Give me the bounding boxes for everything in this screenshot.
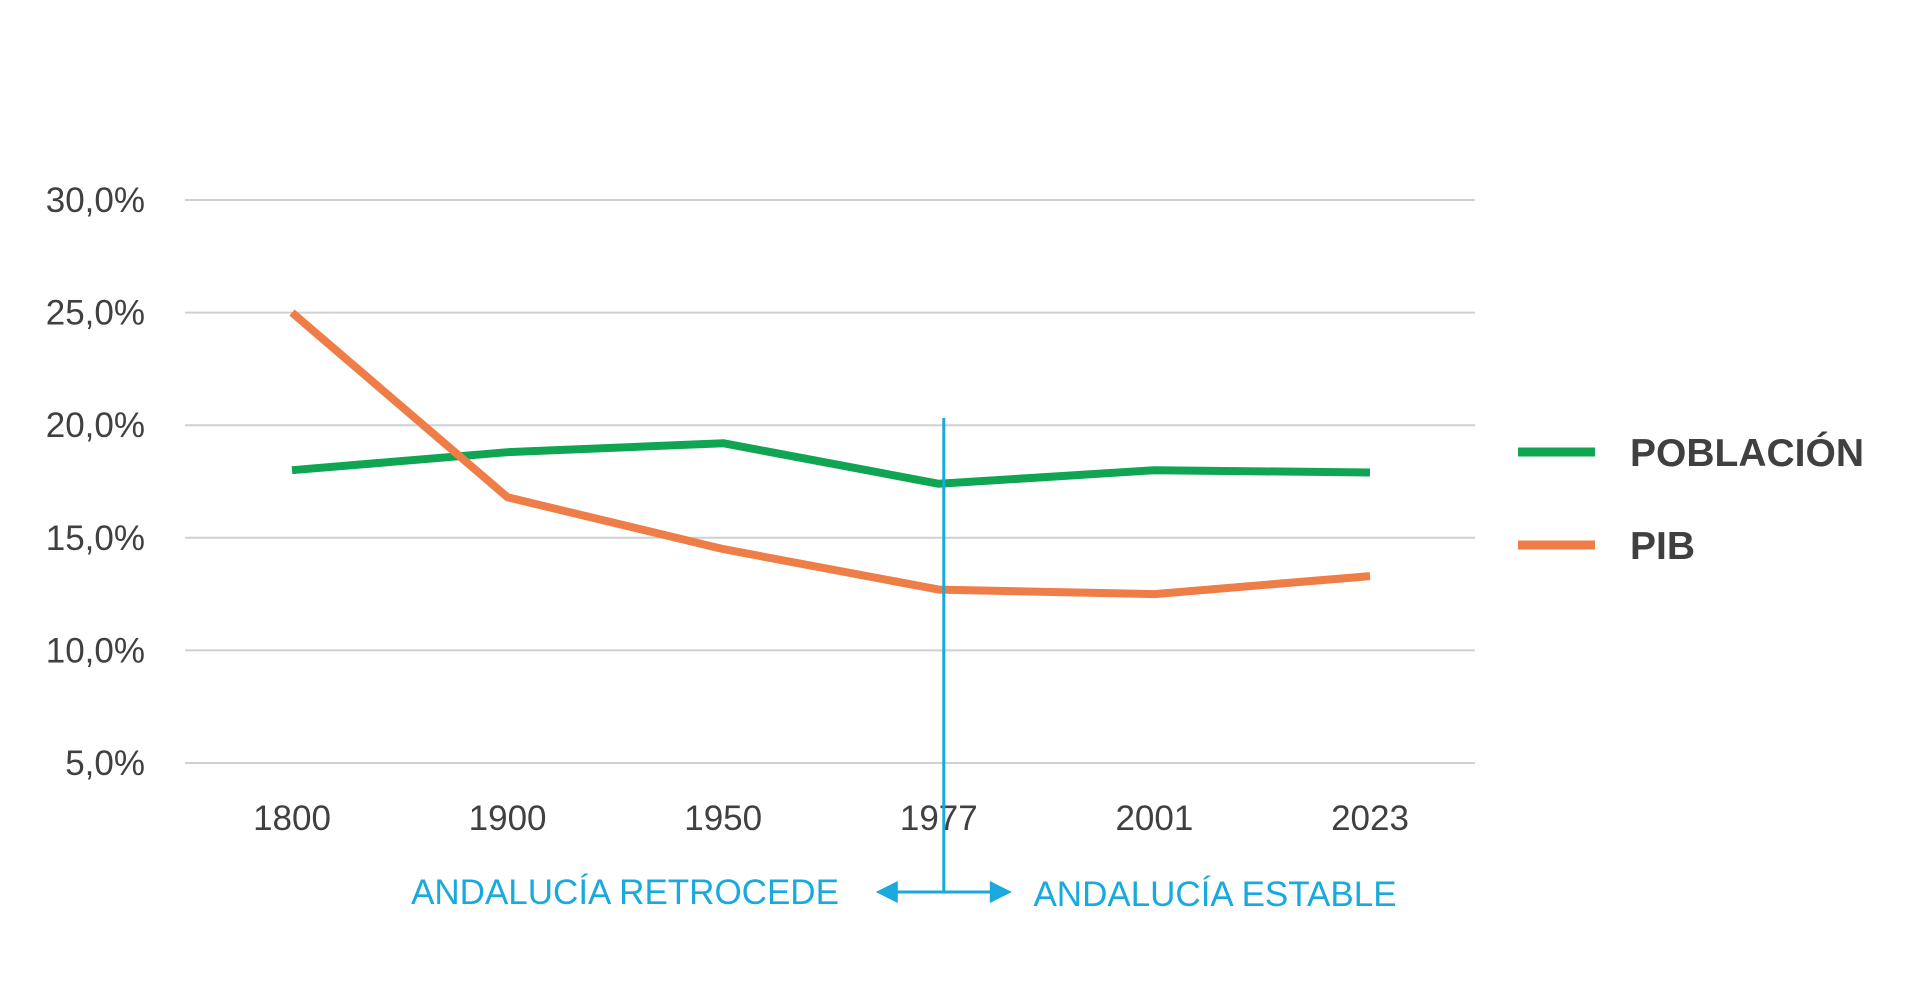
y-tick-label: 30,0% bbox=[46, 181, 145, 220]
x-tick-label: 1900 bbox=[469, 799, 547, 838]
legend-label: POBLACIÓN bbox=[1630, 431, 1864, 475]
divider-arrow-left-head bbox=[875, 881, 898, 903]
x-tick-label: 1800 bbox=[253, 799, 331, 838]
annotation-right-label: ANDALUCÍA ESTABLE bbox=[1033, 875, 1396, 914]
y-tick-label: 25,0% bbox=[46, 294, 145, 333]
x-tick-label: 1977 bbox=[900, 799, 978, 838]
x-tick-label: 2023 bbox=[1331, 799, 1409, 838]
x-tick-label: 1950 bbox=[684, 799, 762, 838]
series-lines bbox=[289, 309, 1371, 599]
legend-label: PIB bbox=[1630, 525, 1695, 568]
x-axis-ticks: 1800 1900 1950 1977 2001 2023 bbox=[253, 799, 1409, 838]
y-tick-label: 10,0% bbox=[46, 631, 145, 670]
y-axis-ticks: 5,0% 10,0% 15,0% 20,0% 25,0% 30,0% bbox=[46, 181, 145, 783]
y-tick-label: 15,0% bbox=[46, 519, 145, 558]
y-tick-label: 20,0% bbox=[46, 406, 145, 445]
x-tick-label: 2001 bbox=[1115, 799, 1193, 838]
legend: POBLACIÓN PIB bbox=[1518, 431, 1864, 568]
series-line-poblaci-n bbox=[291, 439, 1371, 488]
y-tick-label: 5,0% bbox=[65, 744, 145, 783]
divider-annotation: ANDALUCÍA RETROCEDE ANDALUCÍA ESTABLE bbox=[411, 418, 1397, 914]
divider-arrow-right-head bbox=[989, 881, 1012, 903]
series-line-pib bbox=[289, 309, 1371, 599]
annotation-left-label: ANDALUCÍA RETROCEDE bbox=[411, 873, 839, 912]
gridlines bbox=[185, 199, 1475, 764]
